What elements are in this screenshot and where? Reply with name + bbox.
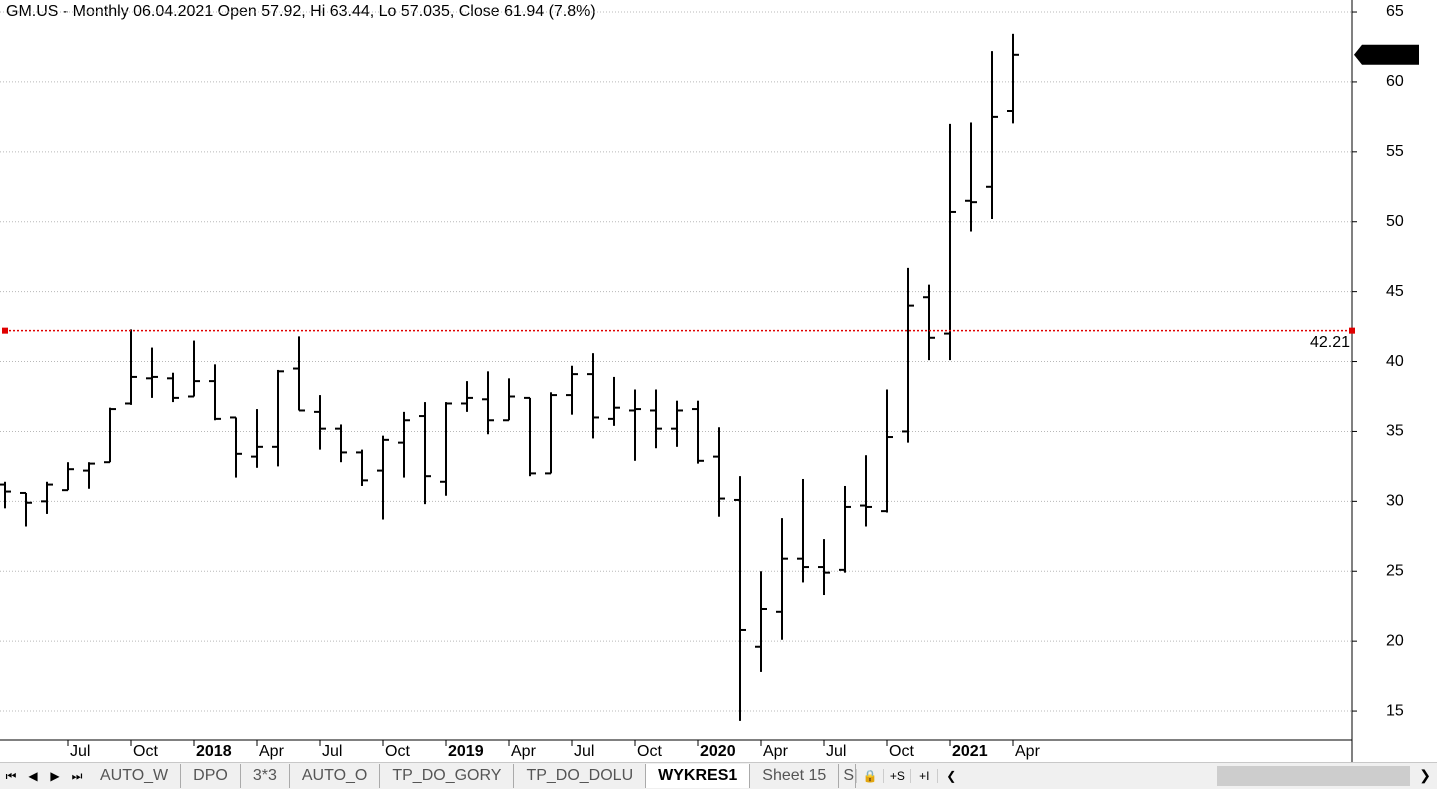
insert-button[interactable]: +I	[910, 769, 937, 783]
last-price-label: 61.94	[1367, 47, 1407, 64]
x-tick-label: 2021	[952, 743, 988, 760]
prev-tab-button[interactable]: ◀	[28, 769, 38, 783]
chart: GM.US - Monthly 06.04.2021 Open 57.92, H…	[0, 0, 1419, 762]
x-tick-label: 2019	[448, 743, 484, 760]
level-handle	[1349, 327, 1355, 334]
y-tick-label: 50	[1386, 213, 1404, 230]
sheet-tab[interactable]: AUTO_W	[88, 764, 182, 788]
y-tick-label: 45	[1386, 283, 1404, 300]
sheet-tab[interactable]: 3*3	[241, 764, 290, 788]
x-tick-label: Jul	[70, 743, 90, 760]
y-tick-label: 30	[1386, 493, 1404, 510]
lock-button[interactable]: 🔒	[856, 769, 883, 783]
tab-list: AUTO_W DPO 3*3 AUTO_O TP_DO_GORY TP_DO_DOLU WY…	[88, 764, 857, 788]
sheet-tab[interactable]: TP_DO_DOLU	[514, 764, 647, 788]
y-tick-label: 15	[1386, 702, 1404, 719]
level-handle	[2, 327, 8, 334]
sheet-tabs: ⏮ ◀ ▶ ⏭ AUTO_W DPO 3*3 AUTO_O TP_DO_GORY TP_D…	[0, 762, 1437, 789]
x-tick-label: Apr	[1015, 743, 1041, 760]
scroll-left-button[interactable]: ❮	[937, 769, 964, 783]
x-tick-label: Apr	[259, 743, 285, 760]
y-tick-label: 40	[1386, 353, 1404, 370]
last-price-badge	[1354, 44, 1419, 65]
y-tick-label: 25	[1386, 562, 1404, 579]
x-tick-label: Oct	[637, 743, 662, 760]
x-tick-label: Apr	[511, 743, 537, 760]
x-tick-label: Oct	[889, 743, 914, 760]
sheet-tab[interactable]: WYKRES1	[646, 764, 751, 788]
x-tick-label: Jul	[574, 743, 594, 760]
y-tick-label: 20	[1386, 632, 1404, 649]
scroll-thumb[interactable]	[1217, 766, 1410, 786]
y-tick-label: 60	[1386, 73, 1404, 90]
level-label: 42.21	[1310, 334, 1350, 351]
first-tab-button[interactable]: ⏮	[5, 768, 17, 783]
x-tick-label: Jul	[322, 743, 342, 760]
sheet-tab[interactable]: S	[839, 764, 857, 788]
next-tab-button[interactable]: ▶	[50, 769, 60, 783]
sheet-tab[interactable]: DPO	[181, 764, 241, 788]
sheet-tab[interactable]: AUTO_O	[290, 764, 381, 788]
x-tick-label: Apr	[763, 743, 789, 760]
sheet-tab[interactable]: Sheet 15	[750, 764, 840, 788]
x-tick-label: Oct	[385, 743, 410, 760]
sheet-tab[interactable]: TP_DO_GORY	[380, 764, 515, 788]
scroll-right-button[interactable]: ❯	[1419, 767, 1431, 783]
x-tick-label: Oct	[133, 743, 158, 760]
add-sheet-button[interactable]: +S	[883, 769, 910, 783]
scrollbar[interactable]: ❯	[985, 766, 1437, 786]
y-tick-label: 65	[1386, 3, 1404, 20]
x-tick-label: Jul	[826, 743, 846, 760]
x-tick-label: 2020	[700, 743, 736, 760]
last-tab-button[interactable]: ⏭	[71, 768, 83, 783]
y-tick-label: 35	[1386, 423, 1404, 440]
y-tick-label: 55	[1386, 143, 1404, 160]
x-tick-label: 2018	[196, 743, 232, 760]
